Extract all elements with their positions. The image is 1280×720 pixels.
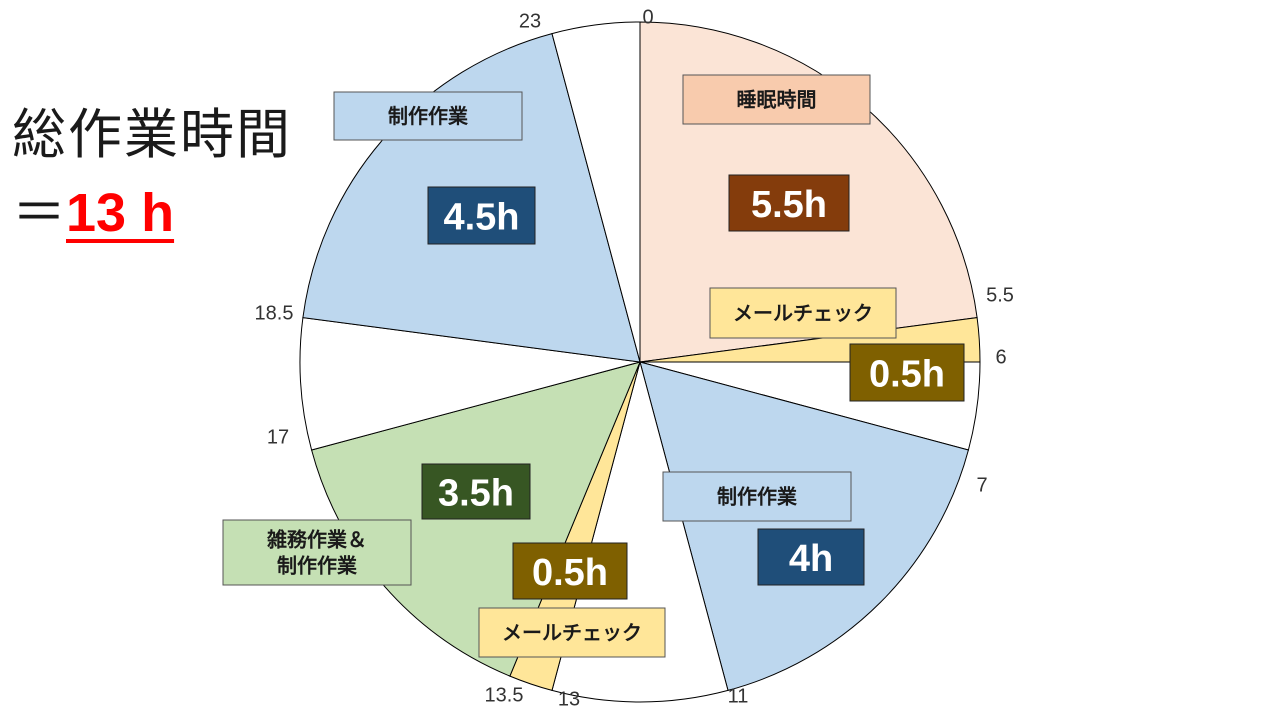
total-title: 総作業時間 (12, 103, 292, 166)
value-label: 0.5h (869, 354, 945, 396)
value-label-box (728, 174, 850, 232)
pie-slice-9 (551, 21, 641, 363)
value-label-box (512, 542, 628, 600)
hour-tick-label: 13 (558, 688, 580, 710)
category-label-box (222, 519, 412, 586)
value-label-box (427, 186, 536, 245)
category-label: メールチェック (502, 621, 642, 645)
value-label: 4h (789, 538, 833, 580)
total-line: ＝13 h (12, 168, 174, 247)
hour-tick-label: 5.5 (986, 284, 1014, 306)
pie-slice-7 (299, 317, 641, 451)
hour-tick-label: 11 (728, 685, 749, 707)
value-label-box (757, 528, 865, 586)
value-label: 3.5h (438, 473, 514, 515)
total-value: 13 h (66, 183, 175, 243)
total-prefix: ＝ (12, 181, 66, 244)
pie-slice-3 (639, 361, 970, 692)
value-label-box (849, 343, 965, 402)
category-label: 睡眠時間 (737, 88, 817, 112)
hour-tick-label: 13.5 (485, 684, 524, 706)
value-label: 5.5h (751, 184, 827, 226)
category-label-box (682, 74, 871, 125)
hour-tick-label: 7 (976, 474, 987, 496)
hour-tick-label: 23 (519, 10, 541, 32)
category-label-box (662, 471, 852, 522)
hour-tick-label: 0 (642, 6, 653, 28)
value-label-box (421, 463, 531, 520)
value-label: 4.5h (443, 197, 519, 239)
hour-tick-label: 6 (995, 346, 1006, 368)
category-label-box (478, 607, 666, 658)
hour-tick-label: 18.5 (255, 302, 294, 324)
category-label-box (333, 91, 523, 141)
category-label: 雑務作業＆制作作業 (266, 528, 367, 578)
value-label: 0.5h (532, 552, 608, 594)
hour-tick-label: 17 (267, 426, 289, 448)
category-label: 制作作業 (388, 104, 469, 128)
category-label: メールチェック (733, 301, 873, 325)
category-label: 制作作業 (717, 485, 798, 509)
category-label-box (709, 287, 897, 339)
